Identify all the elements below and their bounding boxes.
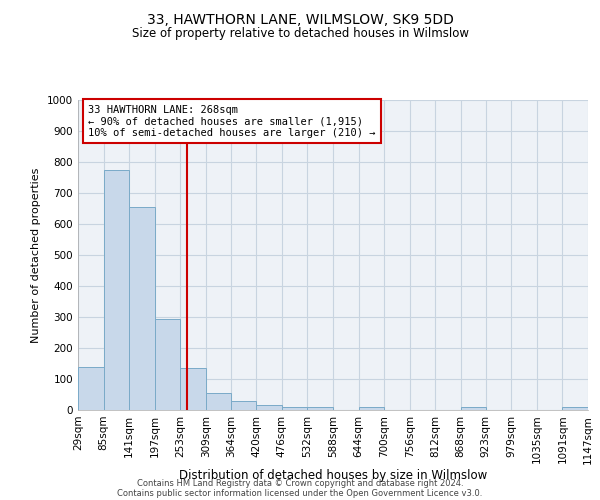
Bar: [78, 366, 104, 410]
X-axis label: Distribution of detached houses by size in Wilmslow: Distribution of detached houses by size …: [179, 469, 487, 482]
Bar: [129, 207, 155, 410]
Bar: [461, 407, 486, 410]
Bar: [307, 407, 333, 410]
Text: 33 HAWTHORN LANE: 268sqm
← 90% of detached houses are smaller (1,915)
10% of sem: 33 HAWTHORN LANE: 268sqm ← 90% of detach…: [88, 104, 376, 138]
Bar: [231, 400, 256, 410]
Bar: [256, 406, 282, 410]
Bar: [562, 407, 588, 410]
Text: Contains public sector information licensed under the Open Government Licence v3: Contains public sector information licen…: [118, 488, 482, 498]
Text: 33, HAWTHORN LANE, WILMSLOW, SK9 5DD: 33, HAWTHORN LANE, WILMSLOW, SK9 5DD: [146, 12, 454, 26]
Bar: [359, 407, 384, 410]
Bar: [155, 318, 180, 410]
Bar: [180, 368, 206, 410]
Bar: [104, 170, 129, 410]
Text: Contains HM Land Registry data © Crown copyright and database right 2024.: Contains HM Land Registry data © Crown c…: [137, 478, 463, 488]
Y-axis label: Number of detached properties: Number of detached properties: [31, 168, 41, 342]
Text: Size of property relative to detached houses in Wilmslow: Size of property relative to detached ho…: [131, 28, 469, 40]
Bar: [206, 393, 231, 410]
Bar: [282, 407, 307, 410]
